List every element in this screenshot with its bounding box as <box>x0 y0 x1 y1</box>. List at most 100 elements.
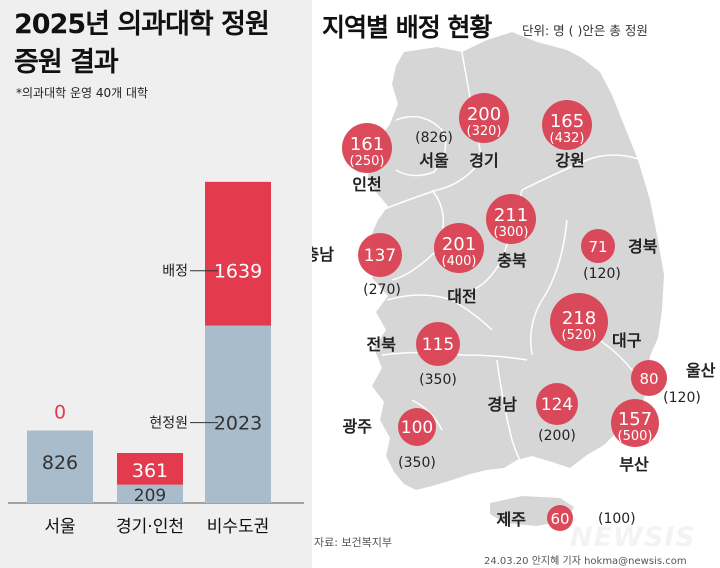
bar-allocation <box>205 181 271 326</box>
region-total: (300) <box>494 225 529 240</box>
region-name: 경북 <box>628 237 658 256</box>
region-circle <box>550 293 608 351</box>
region-map: (826) 서울 200(320) 경기 161(250) 인천 165(432) 강원 211… <box>312 32 716 531</box>
region-광주: 100 (350) 광주 <box>343 408 436 471</box>
region-경기: 200(320) 경기 <box>459 93 509 170</box>
value-label-current: 826 <box>42 452 78 474</box>
region-circle <box>416 322 460 366</box>
page-title: 2025년 의과대학 정원 증원 결과 <box>14 6 270 82</box>
region-total: (350) <box>419 372 457 388</box>
source: 자료: 보건복지부 <box>314 536 393 549</box>
region-allocation: 100 <box>401 418 433 438</box>
region-name: 충남 <box>312 245 334 264</box>
region-allocation: 211 <box>494 205 528 226</box>
region-total: (500) <box>618 429 653 444</box>
region-name: 대전 <box>447 287 476 306</box>
korea-map-shape <box>368 32 664 490</box>
newsis-logo: NEWSIS <box>570 522 696 553</box>
region-total: (100) <box>598 511 636 527</box>
title-line1: 2025년 의과대학 정원 <box>14 9 270 40</box>
credit: 24.03.20 안지혜 기자 hokma@newsis.com <box>484 556 687 567</box>
region-circle <box>631 360 667 396</box>
region-allocation: 115 <box>422 335 454 355</box>
region-total: (200) <box>538 428 576 444</box>
map-title: 지역별 배정 현황 <box>322 13 492 42</box>
region-경남: 124 (200) 경남 <box>488 383 578 444</box>
region-제주: 60 (100) 제주 <box>497 505 636 531</box>
region-대전: 201(400) 대전 <box>434 223 484 306</box>
region-서울: (826) 서울 <box>415 130 453 170</box>
region-circle <box>611 399 659 447</box>
region-name: 대구 <box>612 331 642 350</box>
value-label-current: 2023 <box>214 413 262 435</box>
x-tick-label: 비수도권 <box>207 517 270 537</box>
value-label-allocation: 1639 <box>214 261 262 283</box>
region-total: (432) <box>550 131 585 146</box>
region-name: 울산 <box>686 361 716 380</box>
region-name: 경기 <box>469 151 498 170</box>
region-강원: 165(432) 강원 <box>542 100 592 170</box>
region-circle <box>542 100 592 150</box>
bar-current <box>205 325 271 503</box>
region-allocation: 201 <box>442 234 476 255</box>
bar-current <box>117 484 183 503</box>
region-allocation: 218 <box>562 308 596 329</box>
region-total: (250) <box>350 154 385 169</box>
region-total: (350) <box>398 455 436 471</box>
region-total: (520) <box>562 328 597 343</box>
region-allocation: 71 <box>588 238 607 256</box>
allocation-annotation: 배정 <box>162 264 188 280</box>
region-allocation: 161 <box>350 134 384 155</box>
value-label-allocation: 361 <box>132 460 168 482</box>
note: *의과대학 운영 40개 대학 <box>16 86 149 100</box>
region-circle <box>486 194 536 244</box>
region-circle <box>434 223 484 273</box>
region-allocation: 60 <box>550 510 569 528</box>
region-name: 전북 <box>367 335 397 354</box>
region-markers: (826) 서울 200(320) 경기 161(250) 인천 165(432) 강원 211… <box>312 93 716 531</box>
value-label-current: 209 <box>134 486 166 506</box>
region-name: 충북 <box>497 251 527 270</box>
region-allocation: 80 <box>639 370 658 388</box>
region-allocation: 124 <box>541 395 573 415</box>
region-name: 강원 <box>555 151 584 170</box>
title-line2: 증원 결과 <box>14 47 119 78</box>
region-충북: 211(300) 충북 <box>486 194 536 270</box>
region-부산: 157(500) 부산 <box>611 399 659 474</box>
region-name: 부산 <box>619 455 649 474</box>
region-total: (270) <box>363 282 401 298</box>
region-total: (826) <box>415 130 453 146</box>
region-충남: 137 (270) 충남 <box>312 233 402 298</box>
region-circle <box>342 123 392 173</box>
region-total: (120) <box>663 390 701 406</box>
region-인천: 161(250) 인천 <box>342 123 392 194</box>
region-대구: 218(520) 대구 <box>550 293 642 351</box>
region-name: 인천 <box>352 175 381 194</box>
bar-allocation <box>117 453 183 485</box>
region-circle <box>358 233 402 277</box>
region-경북: 71 (120) 경북 <box>581 229 658 282</box>
region-circle <box>459 93 509 143</box>
x-tick-label: 경기·인천 <box>116 517 184 537</box>
unit-note: 단위: 명 ( )안은 총 정원 <box>522 23 648 38</box>
region-allocation: 137 <box>364 246 396 266</box>
region-circle <box>398 408 436 446</box>
current-annotation: 현정원 <box>149 416 188 432</box>
region-allocation: 157 <box>618 409 652 430</box>
region-allocation: 200 <box>467 104 501 125</box>
region-울산: 80 (120) 울산 <box>631 360 716 406</box>
region-total: (400) <box>442 254 477 269</box>
region-total: (120) <box>583 266 621 282</box>
region-total: (320) <box>467 124 502 139</box>
region-name: 경남 <box>488 395 518 414</box>
region-name: 서울 <box>419 151 449 170</box>
region-allocation: 165 <box>550 111 584 132</box>
bar-current <box>27 430 93 503</box>
x-tick-label: 서울 <box>44 517 75 537</box>
region-circle <box>547 505 573 531</box>
region-name: 광주 <box>343 417 373 436</box>
value-label-allocation: 0 <box>54 402 66 424</box>
region-circle <box>536 383 578 425</box>
region-전북: 115 (350) 전북 <box>367 322 460 388</box>
